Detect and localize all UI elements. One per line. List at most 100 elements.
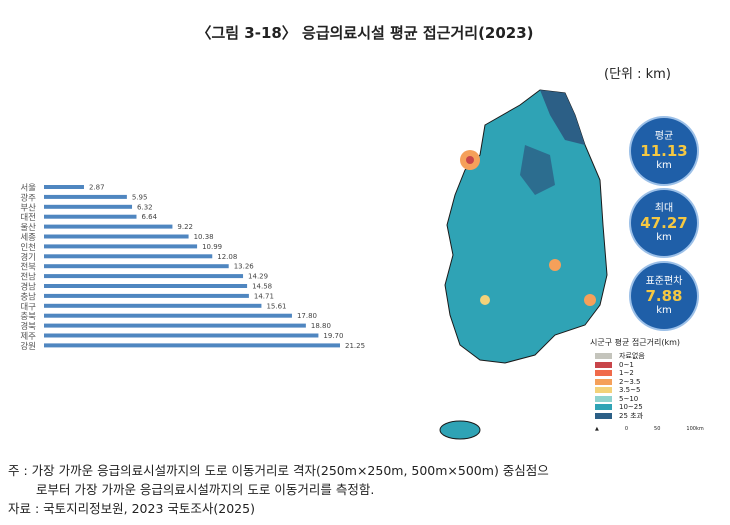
category-label: 충북 [20,312,36,322]
category-label: 대전 [20,212,36,223]
category-label: 대구 [20,302,36,312]
bar [44,264,229,269]
category-label: 경기 [20,252,36,263]
legend-swatch [595,412,612,419]
bar [44,234,189,239]
value-label: 18.80 [311,322,331,330]
bar [44,293,249,298]
bar [44,303,262,308]
value-label: 6.64 [141,213,157,221]
bar [44,214,137,219]
value-label: 10.38 [194,233,214,241]
bar [44,284,248,288]
category-label: 경북 [20,321,36,332]
legend-label: 3.5~5 [619,386,641,395]
legend-swatch [595,395,612,402]
bar [44,204,133,209]
value-label: 14.58 [252,283,272,291]
legend-label: 0~1 [619,360,634,369]
value-label: 12.08 [217,253,237,261]
stat-unit: km [656,305,672,316]
category-label: 세종 [20,233,36,243]
note-line: 로부터 가장 가까운 응급의료시설까지의 도로 이동거리를 측정함. [36,482,375,497]
value-label: 14.71 [254,292,274,300]
category-label: 서울 [20,184,36,194]
legend-item: 1~2 [595,369,704,378]
legend-item: 10~25 [595,403,704,412]
stat-label: 최대 [654,203,674,214]
legend-item: 5~10 [595,395,704,404]
scale-label: 50 [654,426,661,432]
value-label: 19.70 [323,332,343,340]
source-line: 자료 : 국토지리정보원, 2023 국토조사(2025) [8,501,255,516]
category-label: 경남 [20,282,36,293]
bar [44,194,127,199]
bar [44,343,340,348]
value-label: 21.25 [345,342,365,350]
stat-label: 평균 [654,131,674,142]
value-label: 14.29 [248,273,268,281]
category-label: 강원 [20,341,36,352]
bar [44,224,173,229]
stat-circle: 평균 11.13 km [631,118,697,184]
legend-label: 2~3.5 [619,377,641,386]
legend-label: 자료없음 [619,352,645,361]
legend-label: 10~25 [619,403,643,412]
value-label: 15.61 [266,302,286,310]
stat-value: 11.13 [640,142,688,160]
unit-label: (단위 : km) [604,67,671,82]
bar [44,323,306,328]
stat-circle: 표준편차 7.88 km [631,263,697,329]
korea-map [439,89,608,440]
legend-swatch [595,387,612,394]
legend-swatch [595,353,612,360]
legend-title: 시군구 평균 접근거리(km) [590,338,680,347]
category-label: 인천 [20,242,36,253]
legend-swatch [595,378,612,385]
stat-unit: km [656,160,672,171]
scale-label: 0 [624,426,629,432]
legend-label: 1~2 [619,369,634,378]
legend-label: 25 초과 [619,411,644,420]
legend-label: 5~10 [619,394,639,403]
footnote: 주 : 가장 가까운 응급의료시설까지의 도로 이동거리로 격자(250m×25… [8,461,549,518]
stat-label: 표준편차 [645,276,683,287]
category-label: 충남 [20,292,36,302]
value-label: 9.22 [177,223,193,231]
bar [44,254,213,259]
scale-label: 100km [686,426,704,432]
legend-item: 0~1 [595,361,704,370]
figure-title: 〈그림 3-18〉 응급의료시설 평균 접근거리(2023) [196,24,534,42]
value-label: 6.32 [137,203,153,211]
value-label: 10.99 [202,243,222,251]
legend-swatch [595,361,612,368]
stat-value: 7.88 [645,287,683,305]
stat-unit: km [656,232,672,243]
bar [44,244,198,249]
category-label: 전남 [20,272,36,283]
north-arrow-icon: ▲ [595,426,599,432]
value-label: 17.80 [297,312,317,320]
map-legend: 시군구 평균 접근거리(km) 자료없음 0~1 1~2 2~3.5 3.5~5 5~10… [590,337,704,432]
category-label: 전북 [20,262,36,273]
legend-item: 3.5~5 [595,386,704,395]
stat-value: 47.27 [640,214,688,232]
bar [44,313,292,318]
legend-swatch [595,404,612,411]
bar-chart: 서울 2.87 광주 5.95 부산 6.32 대전 6.64 울산 9.22 세종 10.38 인천 1… [20,184,365,352]
stat-circle: 최대 47.27 km [631,190,697,256]
legend-item: 자료없음 [595,352,704,361]
legend-item: 2~3.5 [595,378,704,387]
category-label: 제주 [20,332,36,342]
bar [44,274,244,279]
category-label: 광주 [20,192,36,203]
legend-item: 25 초과 [595,412,704,421]
category-label: 부산 [20,202,36,213]
value-label: 13.26 [234,263,255,271]
legend-swatch [595,370,612,377]
bar [44,185,84,189]
note-line: 주 : 가장 가까운 응급의료시설까지의 도로 이동거리로 격자(250m×25… [8,463,549,478]
value-label: 5.95 [132,193,148,201]
bar [44,333,319,338]
value-label: 2.87 [89,184,105,192]
